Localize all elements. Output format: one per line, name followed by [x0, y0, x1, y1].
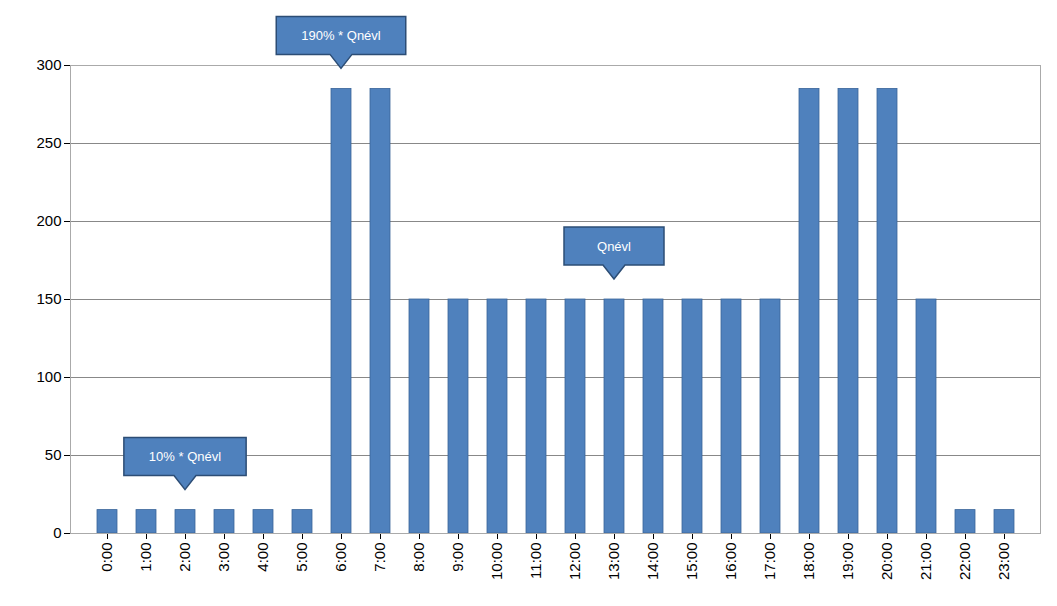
svg-text:5:00: 5:00 [293, 543, 310, 572]
svg-text:150: 150 [36, 290, 61, 307]
svg-text:50: 50 [45, 446, 62, 463]
svg-text:21:00: 21:00 [917, 543, 934, 581]
svg-text:300: 300 [36, 56, 61, 73]
svg-text:13:00: 13:00 [605, 543, 622, 581]
svg-text:0:00: 0:00 [98, 543, 115, 572]
svg-text:17:00: 17:00 [761, 543, 778, 581]
svg-text:1:00: 1:00 [137, 543, 154, 572]
svg-text:2:00: 2:00 [176, 543, 193, 572]
svg-text:7:00: 7:00 [371, 543, 388, 572]
svg-text:0: 0 [53, 524, 61, 541]
svg-text:11:00: 11:00 [527, 543, 544, 579]
svg-text:10:00: 10:00 [488, 543, 505, 581]
svg-text:22:00: 22:00 [956, 543, 973, 581]
svg-text:16:00: 16:00 [722, 543, 739, 581]
svg-text:250: 250 [36, 134, 61, 151]
svg-text:10% * Qnévl: 10% * Qnévl [149, 449, 221, 464]
svg-text:15:00: 15:00 [683, 543, 700, 581]
svg-text:190% * Qnévl: 190% * Qnévl [301, 28, 381, 43]
svg-text:20:00: 20:00 [878, 543, 895, 581]
svg-text:6:00: 6:00 [332, 543, 349, 572]
svg-text:8:00: 8:00 [410, 543, 427, 572]
svg-text:12:00: 12:00 [566, 543, 583, 581]
svg-text:4:00: 4:00 [254, 543, 271, 572]
svg-text:Qnévl: Qnévl [597, 239, 631, 254]
svg-text:3:00: 3:00 [215, 543, 232, 572]
svg-text:9:00: 9:00 [449, 543, 466, 572]
svg-text:23:00: 23:00 [995, 543, 1012, 581]
svg-text:100: 100 [36, 368, 61, 385]
svg-text:200: 200 [36, 212, 61, 229]
svg-text:14:00: 14:00 [644, 543, 661, 581]
svg-text:19:00: 19:00 [839, 543, 856, 581]
svg-text:18:00: 18:00 [800, 543, 817, 581]
